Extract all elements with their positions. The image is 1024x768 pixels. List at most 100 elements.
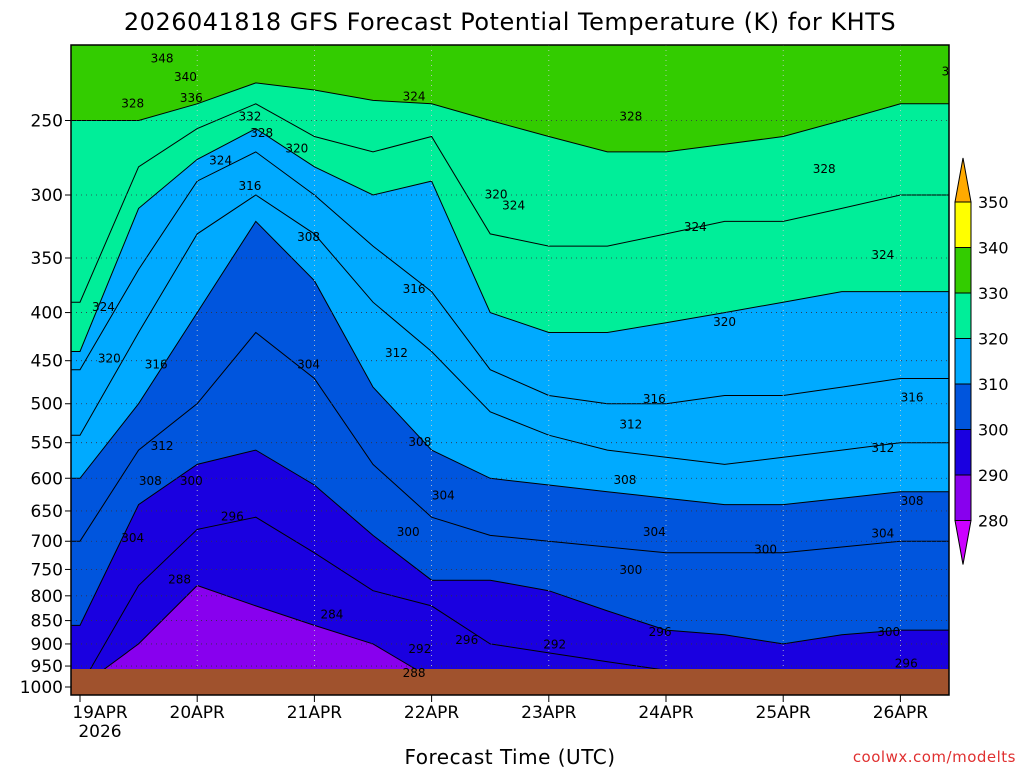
colorbar-segment <box>954 429 972 476</box>
y-tick-label: 600 <box>31 469 63 489</box>
x-tick-label: 22APR <box>404 703 460 723</box>
colorbar-segment <box>954 474 972 521</box>
contour-label: 296 <box>221 510 244 524</box>
contour-label: 324 <box>871 248 894 262</box>
colorbar-label: 320 <box>978 330 1009 349</box>
contour-label: 340 <box>174 70 197 84</box>
contour-label: 300 <box>754 542 777 556</box>
contour-label: 308 <box>297 230 320 244</box>
contour-label: 328 <box>121 96 144 110</box>
colorbar-extend-top <box>954 157 972 203</box>
contour-label: 304 <box>871 527 894 541</box>
contour-label: 320 <box>285 141 308 155</box>
y-tick-label: 550 <box>31 434 63 454</box>
colorbar-segment <box>954 383 972 430</box>
isentrope-308 <box>71 220 949 506</box>
contour-label: 324 <box>502 198 525 212</box>
x-tick-label: 24APR <box>638 703 694 723</box>
contour-label: 328 <box>250 126 273 140</box>
contour-label: 332 <box>238 110 261 124</box>
contour-label: 328 <box>813 162 836 176</box>
contour-label: 304 <box>432 489 455 503</box>
colorbar-label: 340 <box>978 239 1009 258</box>
contour-label: 288 <box>403 666 426 680</box>
colorbar-label: 280 <box>978 512 1009 531</box>
contour-label: 296 <box>455 633 478 647</box>
contour-label: 304 <box>643 525 666 539</box>
contour-label: 316 <box>643 392 666 406</box>
y-tick-label: 500 <box>31 395 63 415</box>
y-axis: 250 300 350 400 450 500 550 600 650 700 750 800 850 9… <box>20 111 71 698</box>
contour-label: 336 <box>180 91 203 105</box>
y-tick-label: 450 <box>31 352 63 372</box>
y-tick-label: 1000 <box>20 678 63 698</box>
contour-label: 308 <box>614 473 637 487</box>
contour-label: 324 <box>684 220 707 234</box>
contour-label: 304 <box>121 531 144 545</box>
contour-label: 316 <box>901 390 924 404</box>
colorbar: 280 290 300 310 320 330 340 350 <box>954 157 1009 565</box>
x-tick-label: 21APR <box>287 703 343 723</box>
contour-label: 296 <box>895 656 918 670</box>
credit-text: coolwx.com/modelts <box>853 748 1016 766</box>
contour-label: 316 <box>403 282 426 296</box>
colorbar-segment <box>954 247 972 294</box>
y-tick-label: 950 <box>31 657 63 677</box>
contour-label: 324 <box>92 300 115 314</box>
contour-label: 312 <box>385 346 408 360</box>
contour-label: 308 <box>901 494 924 508</box>
contour-label: 328 <box>942 64 965 78</box>
chart-title: 2026041818 GFS Forecast Potential Temper… <box>124 8 896 36</box>
contour-label: 300 <box>397 525 420 539</box>
isentrope-328 <box>71 82 949 153</box>
contour-label: 348 <box>151 51 174 65</box>
contour-label: 296 <box>649 625 672 639</box>
isentrope-324 <box>71 103 949 303</box>
x-tick-label: 20APR <box>170 703 226 723</box>
colorbar-segment <box>954 338 972 385</box>
contour-label: 308 <box>408 435 431 449</box>
x-axis: 19APR 20APR 21APR 22APR 23APR 24APR 25APR 26APR <box>72 695 928 723</box>
contour-label: 320 <box>98 351 121 365</box>
plot-frame <box>70 44 950 696</box>
contour-label: 300 <box>619 563 642 577</box>
contour-label: 320 <box>485 188 508 202</box>
y-tick-label: 750 <box>31 560 63 580</box>
colorbar-label: 330 <box>978 284 1009 303</box>
y-tick-label: 700 <box>31 532 63 552</box>
colorbar-segment <box>954 201 972 248</box>
contour-label: 324 <box>403 89 426 103</box>
y-tick-label: 400 <box>31 304 63 324</box>
x-tick-label: 25APR <box>756 703 812 723</box>
contour-label: 292 <box>408 642 431 656</box>
y-tick-label: 850 <box>31 612 63 632</box>
contour-fills <box>71 45 949 695</box>
x-tick-label: 19APR <box>72 703 128 723</box>
fill-below-288 <box>71 585 949 695</box>
contour-label: 284 <box>321 607 344 621</box>
contour-labels: 3483403363323283203243163083043123163243… <box>92 51 965 680</box>
contour-label: 328 <box>619 110 642 124</box>
plot-area: 3483403363323283203243163083043123163243… <box>71 45 965 695</box>
colorbar-label: 350 <box>978 193 1009 212</box>
contour-label: 316 <box>145 358 168 372</box>
contour-label: 288 <box>168 573 191 587</box>
contour-label: 300 <box>180 474 203 488</box>
contour-label: 320 <box>713 315 736 329</box>
isentrope-320 <box>71 128 949 352</box>
y-tick-label: 800 <box>31 587 63 607</box>
x-axis-year: 2026 <box>78 722 121 742</box>
contour-label: 316 <box>238 179 261 193</box>
y-tick-label: 250 <box>31 111 63 131</box>
isentrope-316 <box>71 151 949 405</box>
colorbar-segment <box>954 292 972 339</box>
contour-label: 304 <box>297 358 320 372</box>
colorbar-label: 290 <box>978 466 1009 485</box>
isentrope-304 <box>71 331 949 554</box>
ground-below-surface <box>71 669 949 695</box>
contour-label: 324 <box>209 153 232 167</box>
colorbar-extend-bottom <box>954 520 972 565</box>
y-tick-label: 900 <box>31 635 63 655</box>
isentrope-300 <box>71 449 949 645</box>
